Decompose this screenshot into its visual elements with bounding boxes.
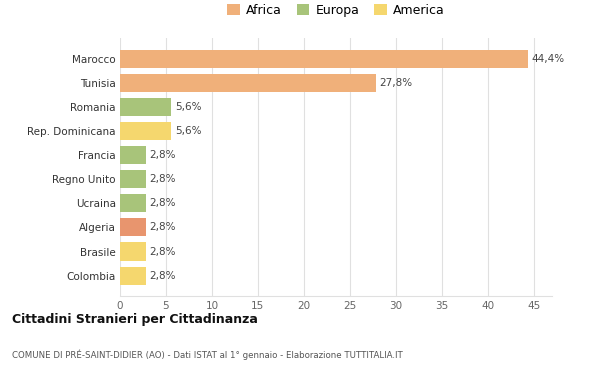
Text: 2,8%: 2,8% <box>149 198 176 208</box>
Text: 2,8%: 2,8% <box>149 150 176 160</box>
Bar <box>120 50 528 68</box>
Bar <box>120 74 376 92</box>
Bar <box>120 267 146 285</box>
Bar <box>120 194 146 212</box>
Bar <box>120 122 172 140</box>
Text: 44,4%: 44,4% <box>532 54 565 64</box>
Bar <box>120 242 146 261</box>
Bar <box>120 170 146 188</box>
Text: Cittadini Stranieri per Cittadinanza: Cittadini Stranieri per Cittadinanza <box>12 314 258 326</box>
Text: 2,8%: 2,8% <box>149 247 176 256</box>
Bar <box>120 146 146 164</box>
Bar <box>120 218 146 236</box>
Legend: Africa, Europa, America: Africa, Europa, America <box>223 0 449 21</box>
Text: 2,8%: 2,8% <box>149 174 176 184</box>
Text: 2,8%: 2,8% <box>149 222 176 233</box>
Text: 2,8%: 2,8% <box>149 271 176 280</box>
Text: 27,8%: 27,8% <box>379 78 412 88</box>
Text: COMUNE DI PRÉ-SAINT-DIDIER (AO) - Dati ISTAT al 1° gennaio - Elaborazione TUTTIT: COMUNE DI PRÉ-SAINT-DIDIER (AO) - Dati I… <box>12 350 403 360</box>
Text: 5,6%: 5,6% <box>175 102 202 112</box>
Text: 5,6%: 5,6% <box>175 126 202 136</box>
Bar <box>120 98 172 116</box>
